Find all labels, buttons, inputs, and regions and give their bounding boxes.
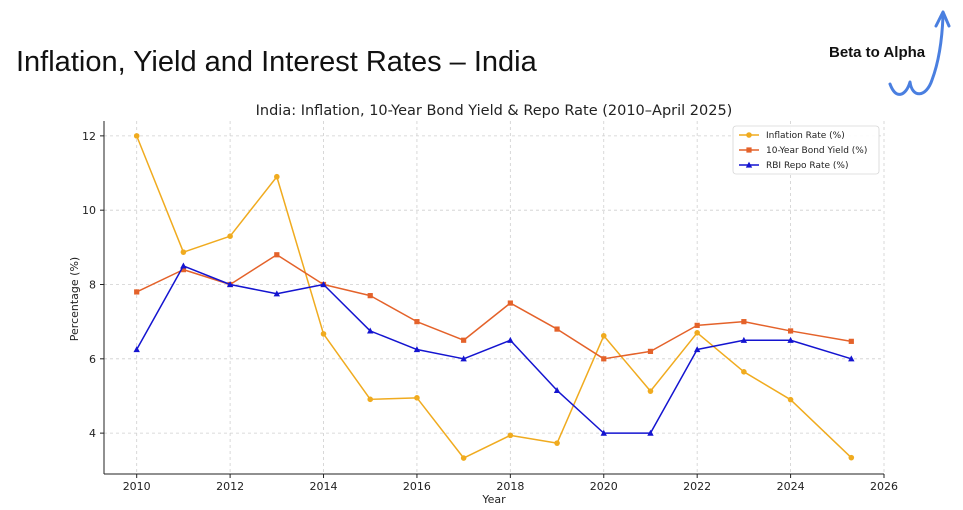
x-tick-label: 2024: [777, 480, 805, 493]
data-point: [848, 454, 855, 461]
data-point: [133, 133, 140, 139]
legend-marker: [746, 147, 752, 153]
data-point: [414, 319, 420, 325]
x-tick-label: 2022: [683, 480, 711, 493]
data-point: [694, 330, 700, 336]
data-point: [273, 290, 281, 297]
data-point: [741, 319, 747, 325]
legend-marker: [746, 132, 752, 138]
grid: [104, 121, 885, 474]
y-axis-label: Percentage (%): [68, 257, 81, 341]
y-tick-label: 6: [89, 353, 96, 366]
legend-box: [732, 125, 880, 175]
data-point: [741, 369, 747, 375]
data-point: [554, 440, 560, 446]
series-line: [135, 135, 852, 459]
data-point: [460, 355, 467, 362]
data-point: [367, 396, 374, 403]
data-point: [226, 281, 234, 288]
slide-title: Inflation, Yield and Interest Rates – In…: [16, 46, 537, 78]
data-point: [180, 267, 187, 273]
x-tick-label: 2012: [216, 480, 244, 493]
data-point: [320, 331, 327, 337]
axes: 2010 2012 2014 2016 2018 2020 2022 2024 2026 4 6 8 1…: [82, 121, 898, 493]
series-lines: [133, 133, 855, 461]
legend-label: 10-Year Bond Yield (%): [766, 146, 867, 156]
data-point: [787, 328, 794, 334]
data-point: [848, 338, 854, 344]
data-point: [554, 326, 560, 332]
data-point: [414, 395, 420, 401]
y-tick-label: 10: [82, 204, 96, 217]
data-point: [693, 346, 701, 353]
series-line: [136, 265, 852, 434]
legend-item: 10-Year Bond Yield (%): [739, 146, 867, 156]
x-tick-label: 2020: [590, 480, 618, 493]
x-tick-label: 2010: [123, 480, 151, 493]
data-point: [320, 281, 327, 288]
data-point: [367, 327, 374, 334]
data-point: [600, 429, 607, 436]
series-0: [133, 133, 855, 461]
legend-label: Inflation Rate (%): [766, 131, 845, 141]
data-point: [787, 396, 794, 403]
data-point: [787, 336, 794, 343]
series-line: [136, 254, 852, 360]
data-point: [180, 262, 187, 269]
data-point: [274, 252, 280, 258]
y-tick-label: 12: [82, 130, 96, 143]
data-point: [647, 388, 654, 394]
data-point: [461, 337, 467, 343]
data-point: [647, 429, 654, 436]
legend-item: Inflation Rate (%): [739, 131, 845, 141]
data-point: [367, 293, 373, 299]
series-1: [134, 252, 854, 362]
data-point: [647, 348, 654, 354]
data-point: [507, 300, 513, 306]
x-tick-label: 2018: [496, 480, 524, 493]
data-point: [507, 432, 514, 439]
legend-item: RBI Repo Rate (%): [739, 161, 848, 171]
series-2: [133, 262, 855, 436]
data-point: [600, 332, 607, 339]
x-axis-label: Year: [481, 493, 506, 506]
trend-arrow-icon: [888, 10, 951, 96]
data-point: [460, 455, 467, 461]
data-point: [227, 233, 233, 239]
x-tick-label: 2016: [403, 480, 431, 493]
data-point: [180, 249, 187, 255]
legend-marker: [745, 161, 753, 168]
data-point: [507, 336, 514, 343]
data-point: [134, 289, 140, 295]
data-point: [848, 355, 855, 362]
y-tick-label: 8: [89, 278, 96, 291]
x-tick-label: 2014: [310, 480, 338, 493]
data-point: [694, 322, 700, 328]
data-point: [740, 336, 748, 343]
legend-label: RBI Repo Rate (%): [766, 161, 848, 171]
chart-title: India: Inflation, 10-Year Bond Yield & R…: [256, 103, 733, 119]
data-point: [274, 173, 280, 180]
data-point: [413, 346, 421, 353]
brand-logo-text: Beta to Alpha: [829, 44, 926, 61]
legend: Inflation Rate (%) 10-Year Bond Yield (%)…: [732, 125, 880, 175]
data-point: [553, 386, 561, 393]
y-tick-label: 4: [89, 427, 96, 440]
data-point: [133, 346, 140, 353]
data-point: [601, 356, 607, 362]
x-tick-label: 2026: [870, 480, 898, 493]
